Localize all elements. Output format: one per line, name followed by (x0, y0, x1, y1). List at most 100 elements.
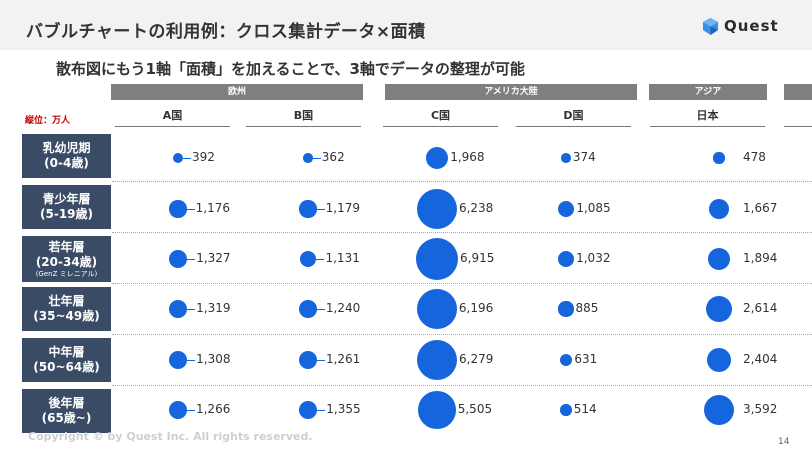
bubble (418, 391, 456, 429)
bubble (558, 301, 574, 317)
value-label: 514 (573, 402, 597, 416)
bubble (299, 200, 317, 218)
bubble (706, 347, 732, 373)
country-underline (516, 126, 631, 127)
leader-line (316, 209, 325, 210)
subtitle: 散布図にもう1軸「面積」を加えることで、3軸でデータの整理が可能 (56, 60, 525, 78)
bubble (559, 353, 573, 367)
title-bar (0, 0, 812, 50)
country-underline (650, 126, 765, 127)
value-label: 1,894 (743, 251, 778, 265)
value-label: 6,238 (458, 201, 494, 215)
value-label: 1,085 (576, 201, 611, 215)
leader-line (186, 209, 195, 210)
country-d: D国 (563, 109, 584, 122)
value-label: 1,032 (576, 251, 611, 265)
bubble (299, 351, 317, 369)
bubble (169, 401, 187, 419)
bubble (299, 300, 317, 318)
bubble (417, 289, 457, 329)
value-label: 1,261 (325, 352, 361, 366)
bubble (706, 296, 732, 322)
country-japan: 日本 (696, 109, 719, 122)
region-asia: アジア (649, 84, 767, 100)
value-label: 1,355 (326, 402, 361, 416)
value-label: 1,179 (325, 201, 361, 215)
bubble (169, 200, 187, 218)
value-label: 2,614 (743, 301, 778, 315)
country-b: B国 (293, 109, 314, 122)
leader-line (316, 309, 325, 310)
value-label: 6,196 (458, 301, 494, 315)
row-separator (112, 232, 812, 233)
value-label: 1,327 (196, 251, 231, 265)
leader-line (312, 158, 321, 159)
value-label: 392 (191, 150, 215, 164)
bubble (708, 198, 730, 220)
leader-line (316, 259, 325, 260)
leader-line (187, 259, 196, 260)
quest-logo-icon (703, 17, 718, 35)
row-label-young-adult: 若年層 (20-34歳) (GenZ ミレニアル) (22, 236, 111, 282)
value-label: 1,131 (325, 251, 360, 265)
row-label-senior: 後年層 (65歳~) (22, 389, 111, 433)
bubble (416, 238, 458, 280)
logo-text: Quest (724, 17, 779, 35)
row-label-prime: 壮年層 (35~49歳) (22, 287, 111, 331)
value-label: 1,319 (196, 301, 231, 315)
value-label: 362 (321, 150, 345, 164)
value-label: 374 (572, 150, 596, 164)
value-label: 1,667 (743, 201, 778, 215)
leader-line (186, 410, 195, 411)
value-label: 3,592 (743, 402, 778, 416)
slide-title: バブルチャートの利用例：クロス集計データ×面積 (26, 22, 426, 42)
bubble (416, 339, 457, 380)
bubble (703, 394, 735, 426)
leader-line (187, 309, 196, 310)
leader-line (316, 360, 325, 361)
row-separator (112, 181, 812, 182)
value-label: 6,279 (459, 352, 494, 366)
bubble (168, 249, 188, 269)
leader-line (317, 410, 326, 411)
country-underline (784, 126, 812, 127)
bubble (298, 400, 318, 420)
bubble (168, 350, 188, 370)
row-label-infant: 乳幼児期 (0-4歳) (22, 134, 111, 178)
region-partial (784, 84, 812, 100)
country-underline (383, 126, 498, 127)
value-label: 885 (575, 301, 599, 315)
row-separator (112, 283, 812, 284)
value-label: 1,176 (195, 201, 231, 215)
value-label: 1,308 (196, 352, 231, 366)
value-label: 6,915 (460, 251, 495, 265)
bubble (560, 404, 572, 416)
bubble (557, 250, 575, 268)
value-label: 2,404 (743, 352, 778, 366)
unit-label: 縦位：万人 (25, 116, 71, 126)
bubble (561, 153, 571, 163)
page-number: 14 (778, 437, 790, 447)
bubble (173, 153, 183, 163)
row-label-youth: 青少年層 (5-19歳) (22, 185, 111, 229)
bubble (303, 153, 313, 163)
country-a: A国 (162, 109, 183, 122)
leader-line (187, 360, 196, 361)
row-separator (112, 334, 812, 335)
row-label-middle: 中年層 (50~64歳) (22, 338, 111, 382)
value-label: 5,505 (457, 402, 493, 416)
bubble (417, 189, 457, 229)
value-label: 1,266 (195, 402, 231, 416)
value-label: 478 (743, 150, 766, 164)
country-underline (115, 126, 230, 127)
bubble (168, 299, 188, 319)
bubble (713, 152, 725, 164)
quest-logo: Quest (703, 17, 779, 35)
country-c: C国 (430, 109, 451, 122)
value-label: 631 (574, 352, 598, 366)
leader-line (182, 158, 191, 159)
region-americas: アメリカ大陸 (385, 84, 637, 100)
row-separator (112, 385, 812, 386)
bubble (708, 248, 730, 270)
country-underline (246, 126, 361, 127)
